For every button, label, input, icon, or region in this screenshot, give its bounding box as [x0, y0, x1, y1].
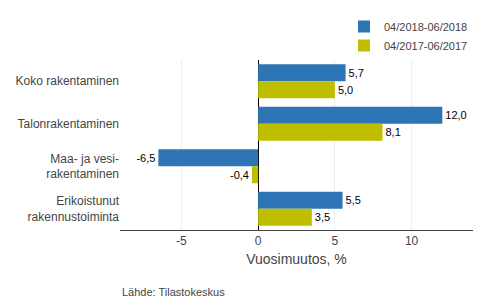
- svg-text:Erikoistunutrakennustoiminta: Erikoistunutrakennustoiminta: [28, 194, 120, 224]
- svg-text:10: 10: [405, 234, 419, 248]
- svg-text:Talonrakentaminen: Talonrakentaminen: [18, 117, 119, 131]
- svg-text:8,1: 8,1: [385, 126, 400, 138]
- svg-text:-0,4: -0,4: [230, 169, 249, 181]
- svg-text:5,5: 5,5: [346, 194, 361, 206]
- svg-text:Koko rakentaminen: Koko rakentaminen: [16, 74, 119, 88]
- svg-text:04/2018-06/2018: 04/2018-06/2018: [384, 21, 467, 33]
- svg-text:-5: -5: [176, 234, 187, 248]
- svg-text:5,0: 5,0: [338, 84, 353, 96]
- svg-text:-6,5: -6,5: [136, 152, 155, 164]
- svg-text:0: 0: [255, 234, 262, 248]
- svg-text:04/2017-06/2017: 04/2017-06/2017: [384, 40, 467, 52]
- svg-text:3,5: 3,5: [315, 211, 330, 223]
- svg-text:Lähde: Tilastokeskus: Lähde: Tilastokeskus: [122, 286, 225, 298]
- svg-text:12,0: 12,0: [445, 109, 466, 121]
- svg-text:Vuosimuutos, %: Vuosimuutos, %: [246, 251, 347, 267]
- svg-text:5,7: 5,7: [349, 67, 364, 79]
- svg-text:Maa- ja vesi-rakentaminen: Maa- ja vesi-rakentaminen: [46, 152, 119, 182]
- svg-text:5: 5: [332, 234, 339, 248]
